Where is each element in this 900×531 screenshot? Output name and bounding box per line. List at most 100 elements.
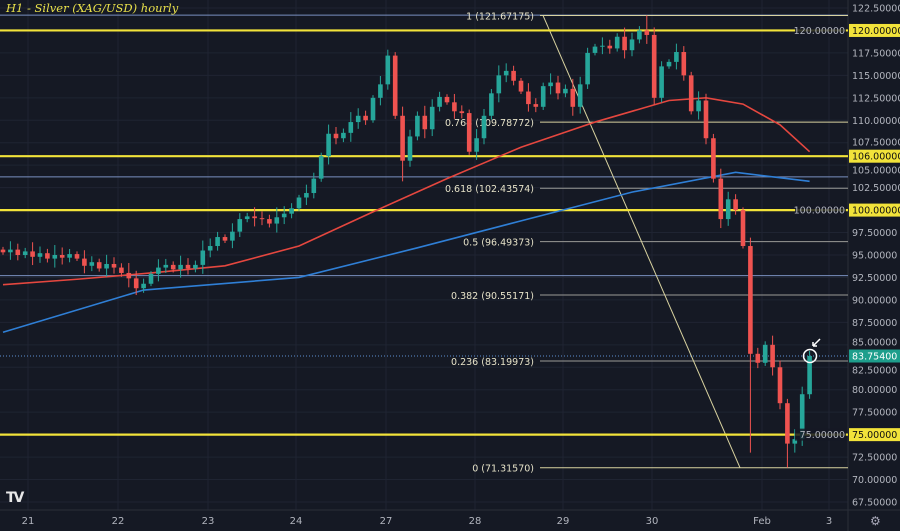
candle-body bbox=[762, 344, 768, 363]
fib-level-label: 0.236 (83.19973) bbox=[451, 357, 534, 368]
y-tick-label: 95.00000 bbox=[852, 251, 897, 262]
x-tick-label: 29 bbox=[557, 516, 570, 527]
y-tick-label: 97.50000 bbox=[852, 228, 897, 239]
candle-body bbox=[311, 178, 317, 194]
y-tick-label: 100.00000 bbox=[794, 206, 845, 217]
y-tick-label: 72.50000 bbox=[852, 453, 897, 464]
candle-body bbox=[466, 113, 472, 152]
candle-body bbox=[548, 82, 553, 87]
candle-body bbox=[540, 86, 546, 107]
candle-body bbox=[163, 264, 169, 268]
candle-body bbox=[651, 34, 657, 98]
candle-body bbox=[592, 46, 598, 53]
candle-body bbox=[785, 403, 790, 444]
candle-body bbox=[104, 263, 109, 269]
y-tick-label: 120.00000 bbox=[794, 26, 845, 37]
candle-body bbox=[570, 88, 576, 107]
candle-body bbox=[659, 66, 664, 98]
candle-body bbox=[82, 258, 87, 266]
candle-body bbox=[170, 264, 176, 270]
arrow-icon bbox=[812, 338, 821, 347]
candle-body bbox=[385, 55, 391, 85]
candle-body bbox=[348, 122, 354, 133]
y-tick-label: 67.50000 bbox=[852, 498, 897, 509]
candle-body bbox=[777, 367, 783, 404]
candle-body bbox=[629, 39, 635, 51]
candle-body bbox=[207, 246, 213, 251]
x-tick-label: 24 bbox=[290, 516, 303, 527]
candle-body bbox=[666, 61, 672, 67]
candle-body bbox=[296, 197, 302, 209]
fib-level-label: 1 (121.67175) bbox=[466, 11, 534, 22]
x-tick-label: 27 bbox=[380, 516, 393, 527]
candle-body bbox=[518, 80, 524, 92]
candle-body bbox=[452, 102, 457, 112]
candle-body bbox=[52, 255, 58, 259]
y-tick-label: 105.00000 bbox=[852, 166, 900, 177]
candle-body bbox=[577, 84, 583, 107]
candle-body bbox=[111, 263, 117, 268]
candle-body bbox=[378, 84, 383, 98]
x-tick-label: 28 bbox=[469, 516, 482, 527]
candle-body bbox=[67, 254, 72, 258]
candle-body bbox=[711, 138, 716, 179]
candle-body bbox=[444, 96, 450, 103]
y-tick-label: 102.50000 bbox=[852, 183, 900, 194]
x-tick-label: 3 bbox=[826, 516, 832, 527]
candle-body bbox=[193, 264, 198, 269]
candle-body bbox=[96, 262, 102, 269]
candle-body bbox=[607, 45, 613, 49]
settings-icon[interactable]: ⚙ bbox=[870, 514, 881, 528]
last-price-label: 83.75400 bbox=[852, 352, 897, 363]
level-price-tag bbox=[849, 428, 900, 442]
candle-body bbox=[363, 115, 368, 121]
y-tick-label: 80.00000 bbox=[852, 385, 897, 396]
candle-body bbox=[644, 30, 650, 35]
candle-body bbox=[259, 218, 265, 220]
candle-body bbox=[533, 104, 539, 107]
candle-body bbox=[355, 115, 361, 123]
x-tick-label: 22 bbox=[112, 516, 125, 527]
x-tick-label: 21 bbox=[22, 516, 35, 527]
candle-body bbox=[289, 208, 294, 214]
candle-body bbox=[119, 267, 124, 273]
candle-body bbox=[74, 254, 80, 259]
candle-body bbox=[407, 136, 413, 161]
candle-body bbox=[244, 216, 250, 220]
candle-body bbox=[415, 115, 420, 137]
price-marker-circle bbox=[802, 348, 818, 364]
candle-body bbox=[22, 251, 28, 255]
candle-body bbox=[215, 237, 220, 247]
candle-body bbox=[725, 199, 731, 220]
candle-body bbox=[755, 353, 761, 363]
candle-body bbox=[429, 106, 435, 130]
candle-body bbox=[59, 255, 65, 258]
candle-body bbox=[185, 264, 191, 269]
candle-body bbox=[392, 55, 398, 116]
tradingview-logo[interactable]: TV bbox=[6, 490, 24, 506]
candle-body bbox=[370, 97, 376, 121]
candle-body bbox=[252, 216, 257, 219]
candle-body bbox=[156, 267, 161, 274]
candle-body bbox=[681, 52, 687, 76]
level-price-tag bbox=[849, 23, 900, 37]
candle-body bbox=[222, 237, 228, 241]
candle-body bbox=[15, 249, 21, 255]
candle-body bbox=[526, 91, 531, 105]
candle-body bbox=[459, 111, 465, 114]
candle-body bbox=[267, 219, 272, 224]
candle-body bbox=[30, 251, 35, 257]
candle-body bbox=[807, 356, 812, 395]
candle-body bbox=[740, 210, 746, 247]
candle-body bbox=[45, 253, 50, 259]
candle-body bbox=[718, 178, 724, 220]
y-tick-label: 107.50000 bbox=[852, 138, 900, 149]
candle-body bbox=[200, 250, 206, 265]
y-tick-label: 112.50000 bbox=[852, 93, 900, 104]
x-tick-label: 30 bbox=[646, 516, 659, 527]
fib-level-label: 0.764 (109.78772) bbox=[445, 118, 534, 129]
candle-body bbox=[422, 115, 428, 130]
level-price-tag bbox=[849, 149, 900, 163]
candle-body bbox=[437, 96, 442, 107]
